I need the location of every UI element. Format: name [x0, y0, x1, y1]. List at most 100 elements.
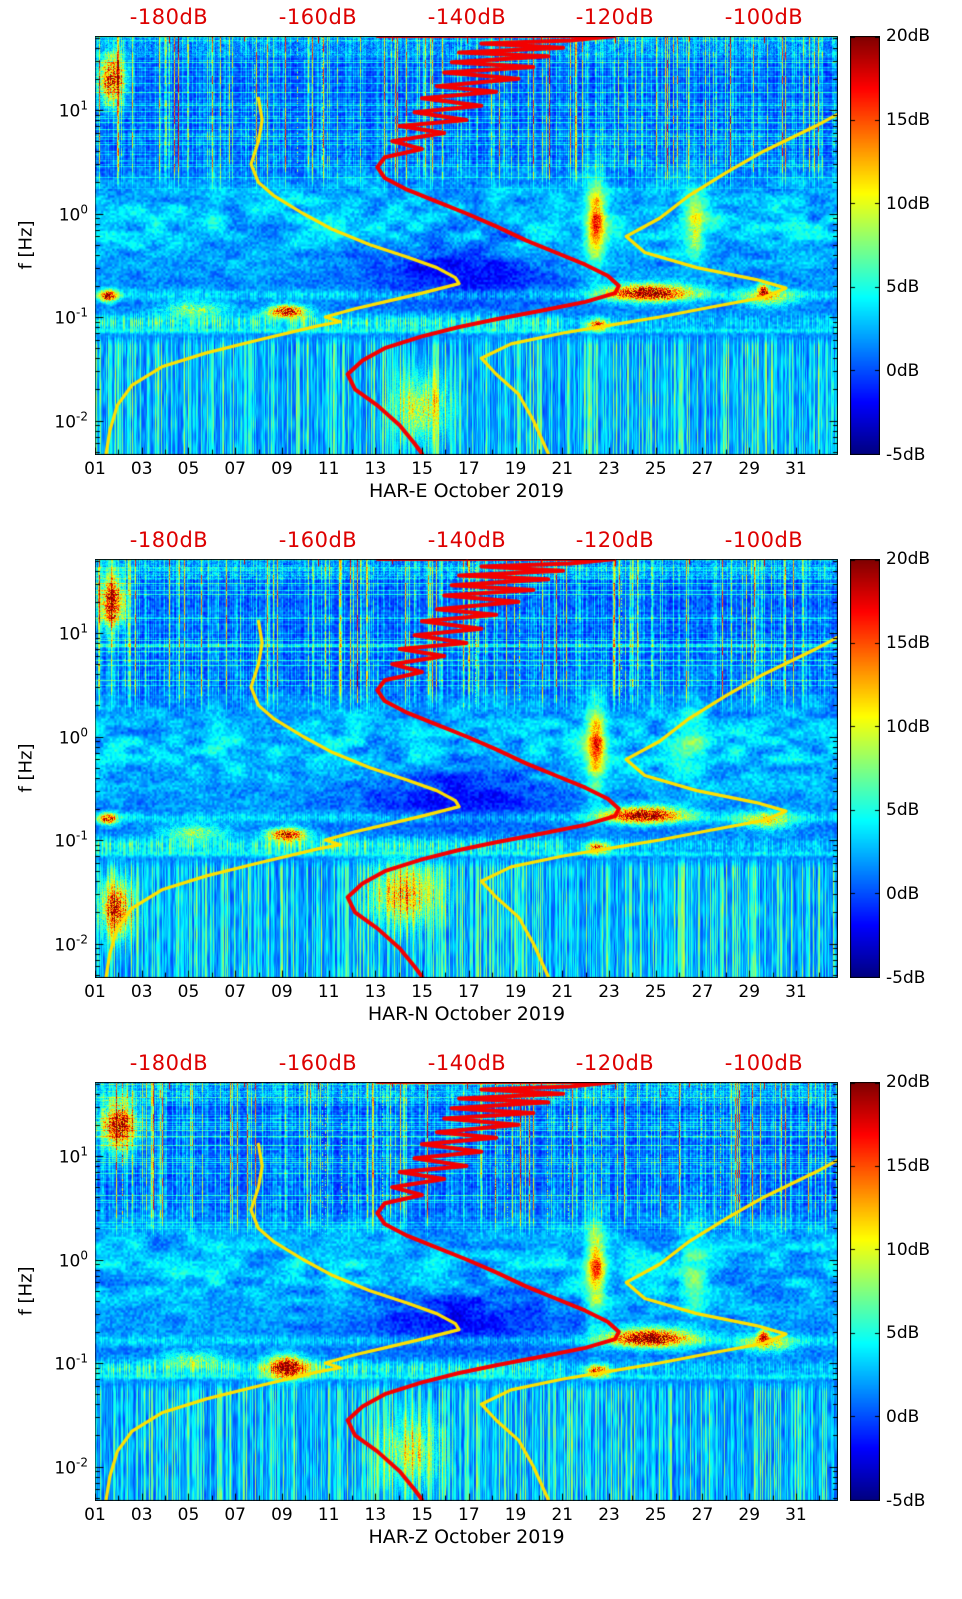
y-tick-label: 100 [58, 1248, 88, 1272]
top-axis-label: -180dB [129, 528, 209, 552]
x-tick-label: 23 [598, 459, 620, 479]
top-axis-label: -160dB [278, 5, 358, 29]
colorbar-tick-label: 10dB [886, 1240, 931, 1260]
spectrogram-panel-har-e: -180dB -160dB -140dB -120dB -100dB f [Hz… [0, 0, 962, 523]
colorbar-tick-label: 5dB [886, 277, 920, 297]
x-tick-label: 07 [224, 459, 247, 479]
colorbar-tick-label: 10dB [886, 717, 931, 737]
spectrogram-canvas [95, 1082, 838, 1501]
y-tick-label: 100 [58, 725, 88, 749]
colorbar-tick-label: 15dB [886, 1156, 931, 1176]
x-tick-label: 09 [271, 459, 293, 479]
y-tick-label: 10-1 [54, 1351, 88, 1375]
x-axis-title: HAR-Z October 2019 [368, 1526, 565, 1548]
y-tick-label: 101 [58, 98, 88, 122]
top-axis-label: -100dB [724, 1051, 804, 1075]
x-tick-label: 19 [504, 982, 527, 1002]
x-tick-label: 01 [84, 459, 106, 479]
x-tick-label: 31 [785, 1505, 807, 1525]
x-tick-label: 17 [458, 459, 480, 479]
x-tick-label: 07 [224, 1505, 247, 1525]
x-tick-label: 13 [364, 982, 387, 1002]
colorbar-tick-label: 5dB [886, 800, 920, 820]
x-tick-label: 19 [504, 459, 527, 479]
top-axis-label: -140dB [427, 528, 507, 552]
spectrogram-canvas [95, 559, 838, 978]
colorbar-tick-label: 10dB [886, 194, 931, 214]
colorbar [850, 1082, 880, 1501]
spectrogram-panel-har-z: -180dB -160dB -140dB -120dB -100dB f [Hz… [0, 1046, 962, 1569]
colorbar-tick-label: 0dB [886, 361, 920, 381]
x-tick-label: 15 [411, 1505, 433, 1525]
top-axis-label: -120dB [575, 1051, 655, 1075]
x-tick-label: 15 [411, 459, 433, 479]
x-tick-label: 27 [691, 459, 714, 479]
x-tick-label: 03 [130, 459, 153, 479]
x-tick-label: 03 [130, 982, 153, 1002]
y-tick-label: 10-1 [54, 828, 88, 852]
y-axis-label: f [Hz] [15, 1266, 37, 1316]
x-tick-label: 01 [84, 1505, 106, 1525]
x-tick-label: 31 [785, 982, 807, 1002]
colorbar [850, 36, 880, 455]
y-tick-label: 101 [58, 1144, 88, 1168]
top-axis-label: -140dB [427, 1051, 507, 1075]
x-tick-label: 29 [738, 982, 761, 1002]
x-tick-label: 21 [551, 1505, 574, 1525]
x-tick-label: 13 [364, 459, 387, 479]
x-tick-label: 11 [317, 1505, 340, 1525]
x-tick-label: 25 [644, 982, 667, 1002]
colorbar-tick-label: 20dB [886, 26, 931, 46]
top-axis-label: -180dB [129, 5, 209, 29]
x-tick-label: 31 [785, 459, 807, 479]
x-tick-label: 05 [177, 982, 200, 1002]
top-axis-label: -140dB [427, 5, 507, 29]
colorbar-tick-label: 15dB [886, 110, 931, 130]
x-tick-label: 15 [411, 982, 433, 1002]
top-axis-label: -160dB [278, 528, 358, 552]
x-tick-label: 29 [738, 459, 761, 479]
colorbar-tick-label: 5dB [886, 1323, 920, 1343]
x-tick-label: 09 [271, 1505, 293, 1525]
x-tick-label: 29 [738, 1505, 761, 1525]
x-tick-label: 25 [644, 459, 667, 479]
x-tick-label: 11 [317, 459, 340, 479]
spectrogram-panel-har-n: -180dB -160dB -140dB -120dB -100dB f [Hz… [0, 523, 962, 1046]
x-tick-label: 05 [177, 459, 200, 479]
y-tick-label: 10-1 [54, 305, 88, 329]
x-axis-title: HAR-E October 2019 [368, 480, 565, 502]
x-tick-label: 27 [691, 1505, 714, 1525]
x-tick-label: 17 [458, 1505, 480, 1525]
y-tick-label: 10-2 [54, 932, 88, 956]
x-tick-label: 17 [458, 982, 480, 1002]
x-tick-label: 23 [598, 1505, 620, 1525]
x-tick-label: 21 [551, 982, 574, 1002]
top-axis-label: -100dB [724, 5, 804, 29]
y-tick-label: 10-2 [54, 409, 88, 433]
x-tick-label: 01 [84, 982, 106, 1002]
top-axis-label: -100dB [724, 528, 804, 552]
colorbar-tick-label: -5dB [886, 1491, 926, 1511]
x-tick-label: 27 [691, 982, 714, 1002]
x-tick-label: 13 [364, 1505, 387, 1525]
x-tick-label: 23 [598, 982, 620, 1002]
top-axis-label: -120dB [575, 5, 655, 29]
colorbar-tick-label: 20dB [886, 1072, 931, 1092]
top-axis-label: -160dB [278, 1051, 358, 1075]
x-tick-label: 19 [504, 1505, 527, 1525]
colorbar-tick-label: -5dB [886, 445, 926, 465]
y-axis-label: f [Hz] [15, 743, 37, 793]
top-axis-label: -180dB [129, 1051, 209, 1075]
spectrogram-canvas [95, 36, 838, 455]
x-tick-label: 25 [644, 1505, 667, 1525]
y-tick-label: 101 [58, 621, 88, 645]
colorbar-tick-label: 0dB [886, 1407, 920, 1427]
y-tick-label: 10-2 [54, 1455, 88, 1479]
x-tick-label: 21 [551, 459, 574, 479]
top-axis-label: -120dB [575, 528, 655, 552]
y-tick-label: 100 [58, 202, 88, 226]
colorbar-tick-label: -5dB [886, 968, 926, 988]
colorbar [850, 559, 880, 978]
x-axis-title: HAR-N October 2019 [367, 1003, 566, 1025]
colorbar-tick-label: 20dB [886, 549, 931, 569]
